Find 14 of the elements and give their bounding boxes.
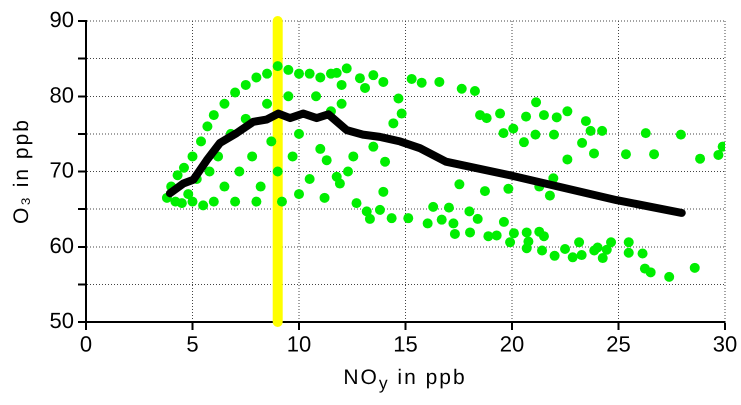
x-tick-label: 30 bbox=[712, 331, 738, 356]
x-tick-label: 25 bbox=[606, 331, 631, 356]
y-tick-label: 60 bbox=[50, 232, 74, 258]
x-tick-label: 5 bbox=[186, 331, 199, 356]
x-tick-label: 10 bbox=[286, 331, 312, 356]
x-tick-label: 20 bbox=[500, 331, 524, 356]
y-tick-label: 70 bbox=[50, 158, 74, 183]
y-tick-label: 90 bbox=[50, 7, 74, 32]
x-axis-title: NO$_{y}$ in ppb bbox=[343, 366, 467, 394]
x-tick-label: 15 bbox=[393, 331, 418, 356]
y-axis-title: O₃ in ppb bbox=[10, 118, 34, 224]
x-tick-label: 0 bbox=[80, 331, 92, 356]
y-tick-label: 50 bbox=[50, 308, 74, 334]
y-tick-label: 80 bbox=[50, 82, 74, 108]
